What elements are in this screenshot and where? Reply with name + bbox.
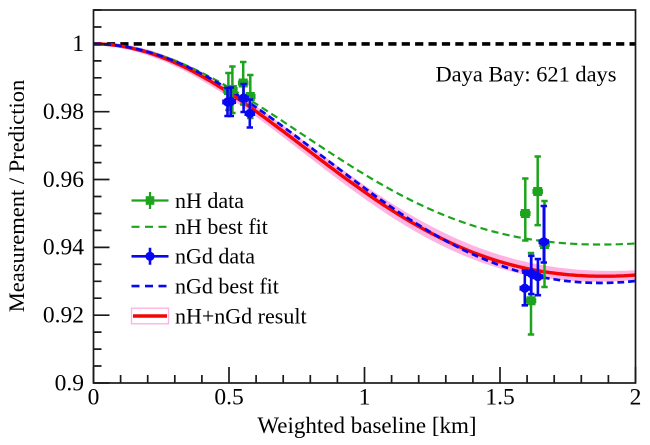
svg-text:0.92: 0.92	[43, 303, 84, 329]
svg-text:Daya Bay: 621 days: Daya Bay: 621 days	[436, 62, 617, 87]
svg-text:nGd best fit: nGd best fit	[175, 273, 279, 298]
svg-text:0.94: 0.94	[43, 235, 84, 261]
svg-text:0.5: 0.5	[214, 385, 243, 411]
svg-text:0: 0	[88, 385, 100, 411]
svg-text:nGd data: nGd data	[175, 244, 255, 269]
svg-text:1: 1	[72, 31, 84, 57]
svg-text:2: 2	[630, 385, 642, 411]
svg-text:1.5: 1.5	[485, 385, 514, 411]
svg-text:0.98: 0.98	[43, 99, 84, 125]
svg-text:1: 1	[359, 385, 371, 411]
svg-text:Measurement / Prediction: Measurement / Prediction	[4, 80, 29, 312]
svg-text:Weighted baseline [km]: Weighted baseline [km]	[257, 413, 476, 438]
svg-text:0.9: 0.9	[55, 370, 84, 396]
svg-text:nH+nGd result: nH+nGd result	[175, 303, 307, 328]
svg-text:0.96: 0.96	[43, 167, 84, 193]
svg-text:nH best fit: nH best fit	[175, 214, 268, 239]
svg-text:nH data: nH data	[175, 188, 244, 213]
